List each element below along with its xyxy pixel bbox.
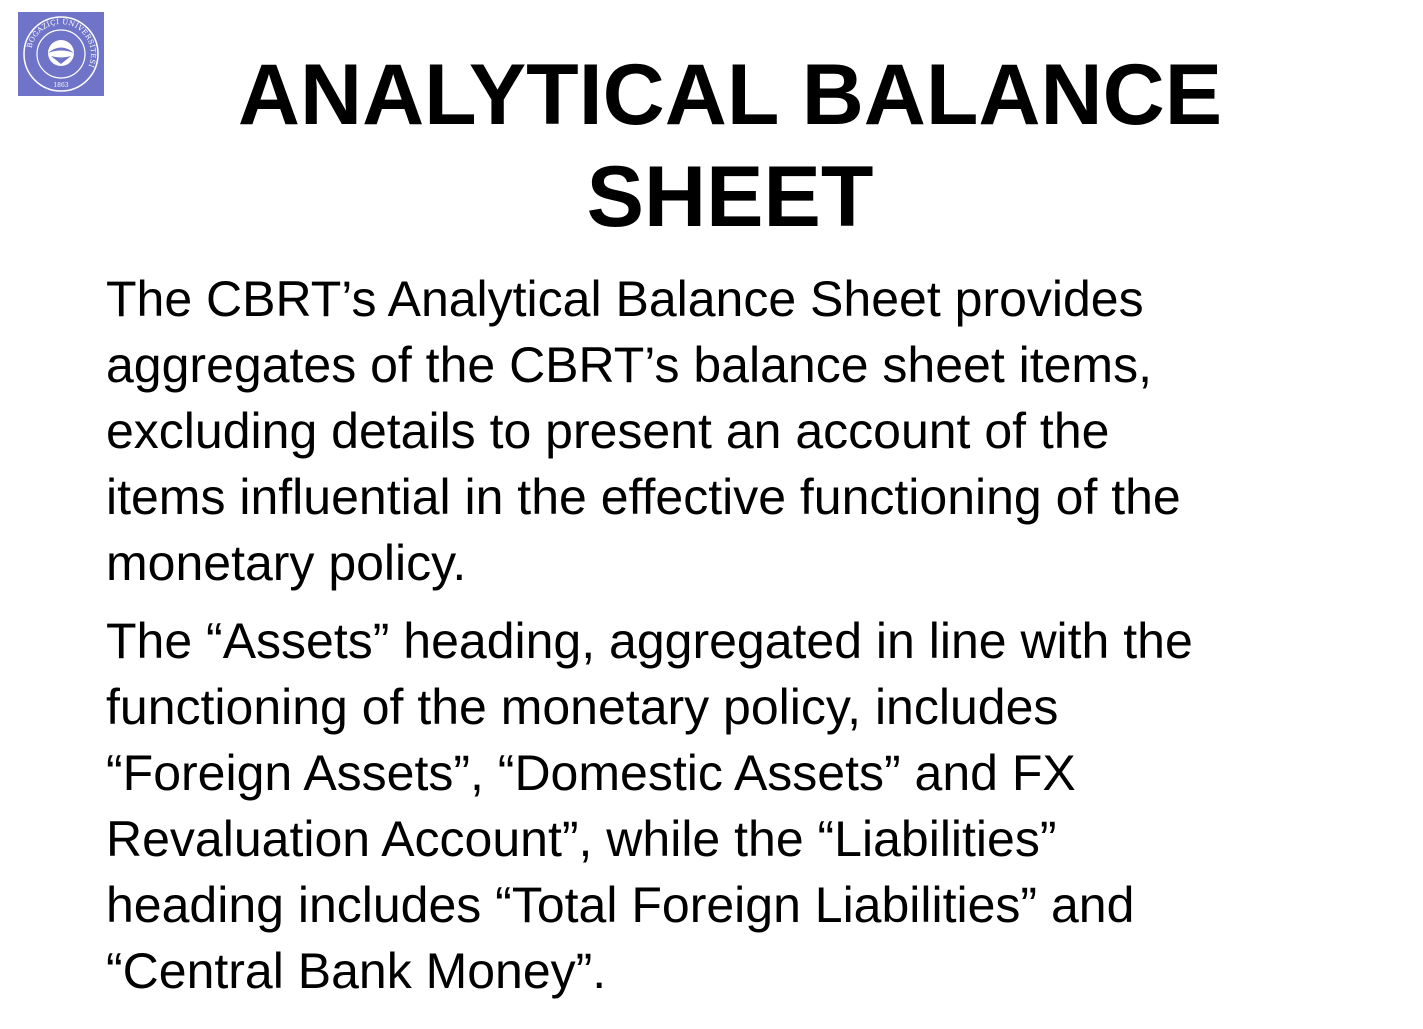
text-line: “Foreign Assets”, “Domestic Assets” and … <box>106 745 1076 801</box>
title-line-2: SHEET <box>586 149 874 245</box>
text-line: Revaluation Account”, while the “Liabili… <box>106 811 1057 867</box>
paragraph-1: The CBRT’s Analytical Balance Sheet prov… <box>106 266 1406 596</box>
title-line-1: ANALYTICAL BALANCE <box>237 47 1223 143</box>
body-text: The CBRT’s Analytical Balance Sheet prov… <box>106 266 1406 1016</box>
text-line: items influential in the effective funct… <box>106 469 1181 525</box>
text-line: aggregates of the CBRT’s balance sheet i… <box>106 337 1152 393</box>
text-line: The “Assets” heading, aggregated in line… <box>106 613 1193 669</box>
bogazici-seal-icon: BOĞAZİÇİ ÜNİVERSİTESİ 1863 <box>23 16 99 92</box>
text-line: excluding details to present an account … <box>106 403 1110 459</box>
text-line: functioning of the monetary policy, incl… <box>106 679 1059 735</box>
page-title: ANALYTICAL BALANCE SHEET <box>130 44 1330 248</box>
paragraph-2: The “Assets” heading, aggregated in line… <box>106 608 1406 1004</box>
text-line: monetary policy. <box>106 535 467 591</box>
logo-year: 1863 <box>53 82 68 89</box>
text-line: heading includes “Total Foreign Liabilit… <box>106 877 1135 933</box>
text-line: “Central Bank Money”. <box>106 943 607 999</box>
text-line: The CBRT’s Analytical Balance Sheet prov… <box>106 271 1144 327</box>
university-logo: BOĞAZİÇİ ÜNİVERSİTESİ 1863 <box>18 12 104 96</box>
